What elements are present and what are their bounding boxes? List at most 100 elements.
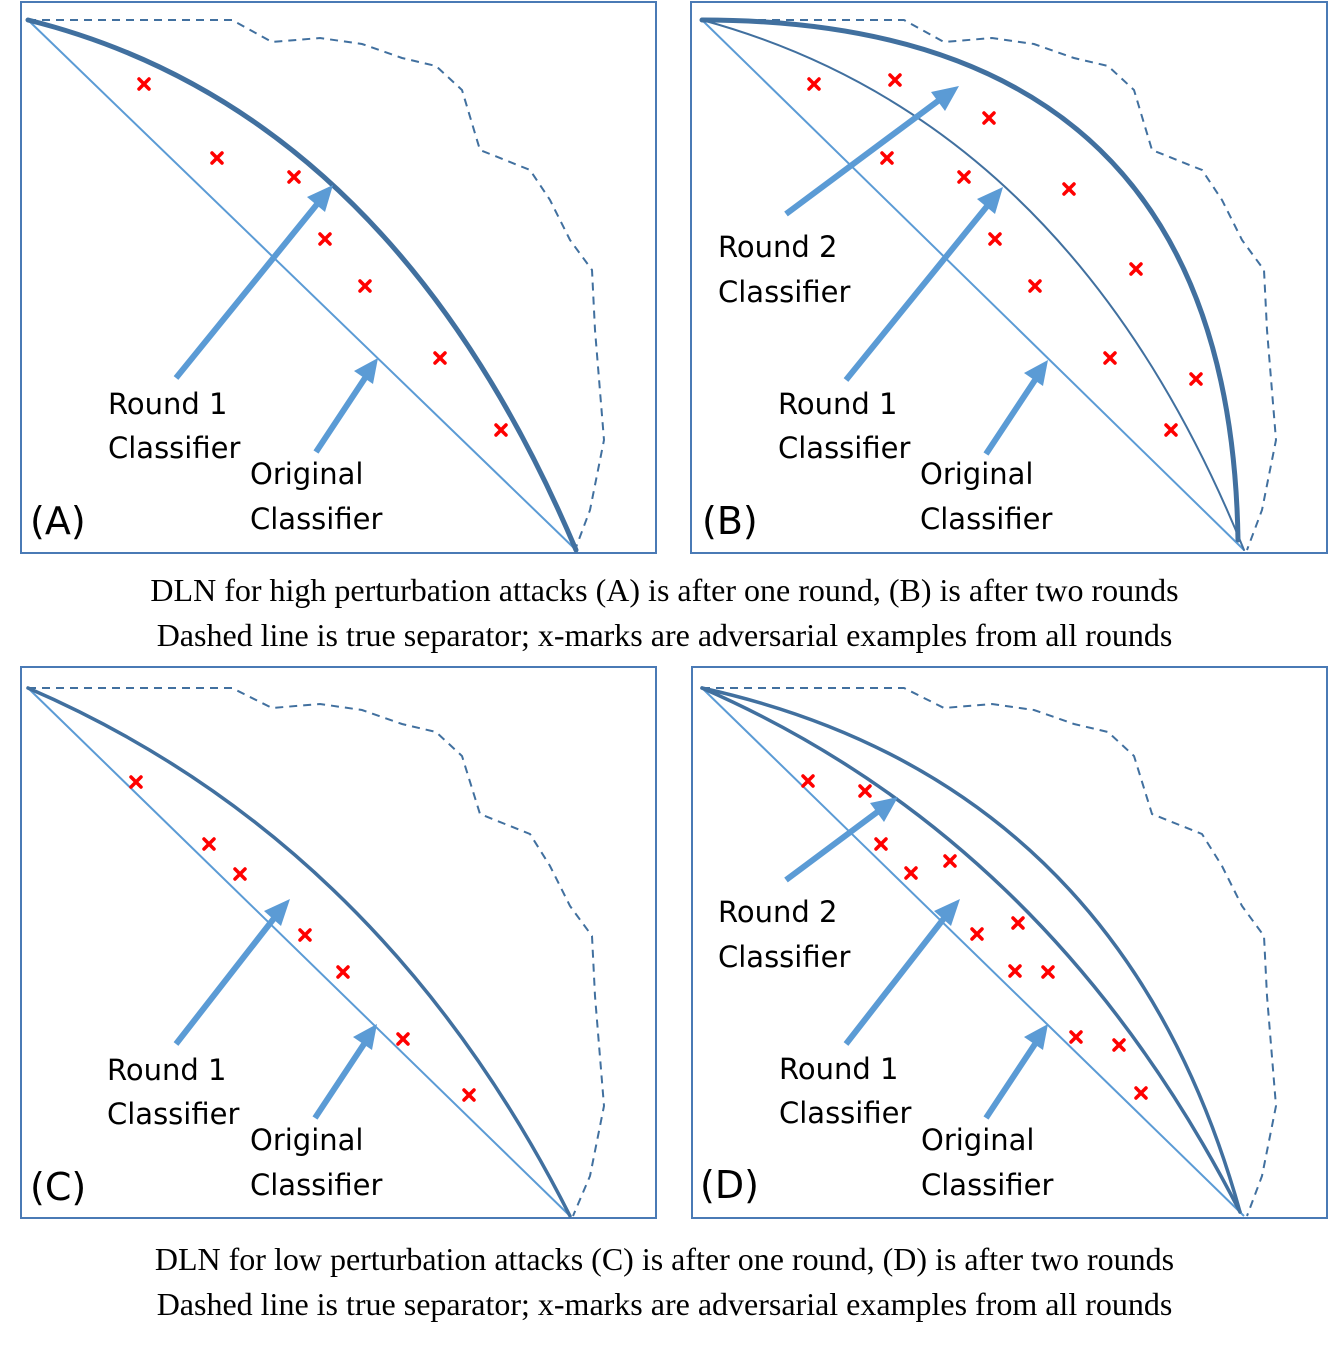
- panel-d-round2-arrow: [784, 797, 898, 883]
- adversarial-x-mark: [888, 73, 902, 87]
- bottom-caption-line1: DLN for low perturbation attacks (C) is …: [154, 1241, 1175, 1277]
- panel-a-round1-label-line2: Classifier: [108, 431, 240, 465]
- adversarial-x-mark: [1129, 262, 1143, 276]
- panel-a-original-classifier-line: [27, 19, 577, 551]
- adversarial-x-mark: [982, 111, 996, 125]
- panel-c-round1-label-line1: Round 1: [107, 1053, 226, 1087]
- panel-a-original-label-line1: Original: [250, 457, 363, 491]
- adversarial-x-mark: [137, 77, 151, 91]
- panel-d-original-arrow: [983, 1024, 1048, 1120]
- top-caption-line2: Dashed line is true separator; x-marks a…: [156, 617, 1173, 653]
- bottom-caption: DLN for low perturbation attacks (C) is …: [0, 1237, 1329, 1327]
- adversarial-x-mark: [396, 1032, 410, 1046]
- panel-b-original-arrow: [983, 360, 1048, 456]
- adversarial-x-mark: [318, 232, 332, 246]
- panel-b-round1-label-line1: Round 1: [778, 387, 897, 421]
- adversarial-x-mark: [1041, 965, 1055, 979]
- adversarial-x-mark: [462, 1088, 476, 1102]
- panel-d: Round 2 Classifier Round 1 Classifier Or…: [691, 666, 1328, 1219]
- panel-b-round2-arrow: [784, 86, 959, 217]
- panel-c-original-label-line1: Original: [250, 1123, 363, 1157]
- adversarial-x-mark: [1103, 351, 1117, 365]
- panel-b-round1-classifier-curve: [701, 19, 1245, 551]
- panel-b-letter: (B): [702, 499, 758, 543]
- adversarial-x-mark: [858, 784, 872, 798]
- panel-b-frame: [690, 1, 1328, 554]
- adversarial-x-mark: [988, 232, 1002, 246]
- panel-a-original-label-line2: Classifier: [250, 502, 382, 536]
- panel-d-adversarial-marks: [801, 774, 1148, 1100]
- top-caption-line1: DLN for high perturbation attacks (A) is…: [150, 572, 1179, 608]
- adversarial-x-mark: [202, 837, 216, 851]
- adversarial-x-mark: [210, 151, 224, 165]
- adversarial-x-mark: [358, 279, 372, 293]
- panel-b-original-label-line2: Classifier: [920, 502, 1052, 536]
- bottom-caption-line2: Dashed line is true separator; x-marks a…: [156, 1286, 1173, 1322]
- adversarial-x-mark: [801, 774, 815, 788]
- panel-c: Round 1 Classifier Original Classifier (…: [20, 666, 657, 1219]
- panel-d-round2-classifier-curve: [700, 686, 1242, 1214]
- panel-d-true-separator: [702, 687, 1278, 1217]
- panel-a-true-separator: [28, 19, 606, 551]
- panel-a-adversarial-marks: [137, 77, 508, 437]
- panel-b-round1-arrow: [843, 187, 1003, 382]
- panel-c-letter: (C): [30, 1165, 86, 1209]
- panel-d-round1-classifier-curve: [700, 686, 1242, 1214]
- panel-c-original-arrow: [312, 1024, 377, 1120]
- adversarial-x-mark: [287, 170, 301, 184]
- adversarial-x-mark: [1028, 279, 1042, 293]
- panel-c-round1-label-line2: Classifier: [107, 1097, 239, 1131]
- adversarial-x-mark: [957, 170, 971, 184]
- adversarial-x-mark: [233, 867, 247, 881]
- adversarial-x-mark: [1069, 1030, 1083, 1044]
- adversarial-x-mark: [129, 775, 143, 789]
- adversarial-x-mark: [807, 77, 821, 91]
- panel-a-round1-label-line1: Round 1: [108, 387, 227, 421]
- adversarial-x-mark: [874, 837, 888, 851]
- adversarial-x-mark: [970, 927, 984, 941]
- panel-a: Round 1 Classifier Original Classifier (…: [20, 1, 657, 554]
- adversarial-x-mark: [433, 351, 447, 365]
- panel-c-original-classifier-line: [27, 687, 571, 1217]
- panel-a-frame: [20, 1, 657, 554]
- adversarial-x-mark: [1112, 1038, 1126, 1052]
- adversarial-x-mark: [298, 928, 312, 942]
- panel-b-round2-label-line2: Classifier: [718, 275, 850, 309]
- panel-d-original-label-line2: Classifier: [921, 1168, 1053, 1202]
- panel-d-round1-label-line1: Round 1: [779, 1052, 898, 1086]
- panel-d-letter: (D): [700, 1163, 759, 1207]
- panel-a-round1-arrow: [173, 185, 333, 380]
- adversarial-x-mark: [943, 854, 957, 868]
- panel-c-round1-arrow: [173, 899, 290, 1046]
- panel-c-round1-classifier-curve: [26, 686, 572, 1218]
- adversarial-x-mark: [1008, 964, 1022, 978]
- adversarial-x-mark: [1134, 1086, 1148, 1100]
- adversarial-x-mark: [1189, 372, 1203, 386]
- panel-c-frame: [20, 666, 657, 1219]
- adversarial-x-mark: [1011, 916, 1025, 930]
- panel-d-original-label-line1: Original: [921, 1123, 1034, 1157]
- panel-b-round2-classifier-curve: [699, 17, 1241, 543]
- panel-d-round2-label-line2: Classifier: [718, 940, 850, 974]
- adversarial-x-mark: [880, 151, 894, 165]
- panel-c-true-separator: [28, 687, 606, 1217]
- adversarial-x-mark: [336, 965, 350, 979]
- top-caption: DLN for high perturbation attacks (A) is…: [0, 568, 1329, 658]
- panel-b-adversarial-marks: [807, 73, 1203, 437]
- panel-c-adversarial-marks: [129, 775, 476, 1102]
- panel-d-round2-label-line1: Round 2: [718, 895, 837, 929]
- adversarial-x-mark: [1062, 182, 1076, 196]
- panel-b-round1-label-line2: Classifier: [778, 431, 910, 465]
- panel-a-letter: (A): [30, 499, 86, 543]
- panel-c-original-label-line2: Classifier: [250, 1168, 382, 1202]
- panel-b-original-classifier-line: [701, 19, 1245, 551]
- panel-b-round2-label-line1: Round 2: [718, 230, 837, 264]
- adversarial-x-mark: [494, 423, 508, 437]
- panel-b: Round 2 Classifier Round 1 Classifier Or…: [690, 1, 1328, 554]
- panel-d-round1-label-line2: Classifier: [779, 1096, 911, 1130]
- panel-d-original-classifier-line: [701, 687, 1245, 1217]
- panel-d-frame: [691, 666, 1328, 1219]
- panel-a-original-arrow: [313, 358, 378, 454]
- panel-b-original-label-line1: Original: [920, 457, 1033, 491]
